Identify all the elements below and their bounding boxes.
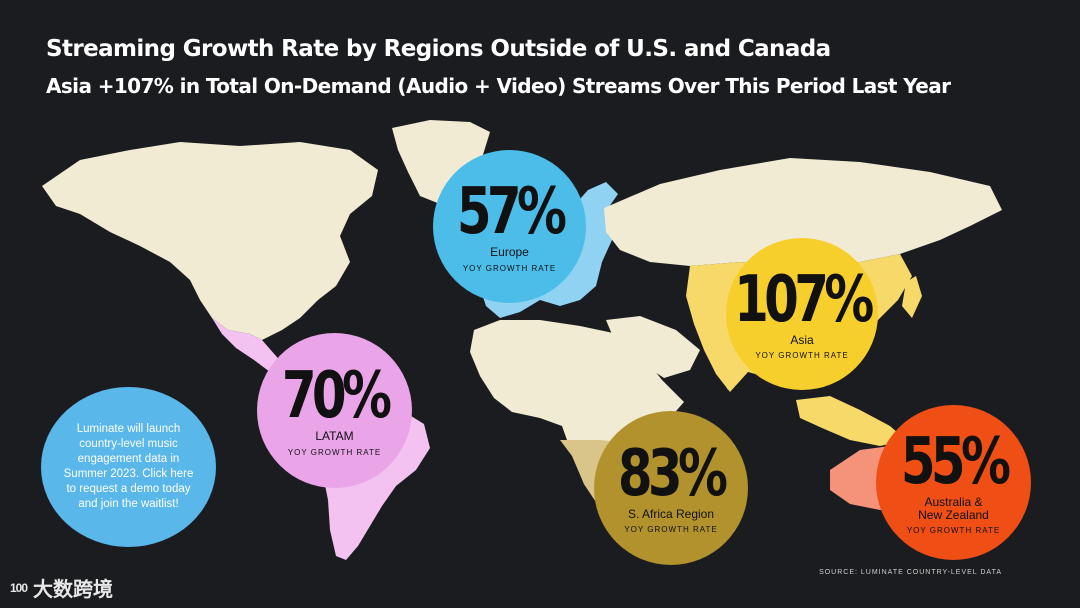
south-africa-rate-label: YOY GROWTH RATE — [624, 525, 718, 535]
latam-rate-label: YOY GROWTH RATE — [287, 447, 382, 457]
south-africa-bubble: 83% S. Africa Region YOY GROWTH RATE — [594, 411, 748, 565]
north-america-landmass — [42, 142, 378, 340]
australia-nz-bubble: 55% Australia & New Zealand YOY GROWTH R… — [876, 405, 1031, 560]
waitlist-info-text: Luminate will launch country-level music… — [63, 423, 194, 510]
watermark-text: 大数跨境 — [33, 579, 114, 601]
middle-east-landmass — [606, 316, 700, 378]
south-africa-label: S. Africa Region — [627, 506, 715, 521]
latam-bubble: 70% LATAM YOY GROWTH RATE — [257, 333, 412, 488]
watermark: 100 大数跨境 — [10, 573, 113, 602]
australia-nz-label-line1: Australia & — [924, 494, 983, 509]
australia-nz-label-line2: New Zealand — [918, 508, 989, 522]
page-title: Streaming Growth Rate by Regions Outside… — [46, 36, 831, 62]
europe-label: Europe — [490, 245, 529, 260]
europe-percent: 57% — [456, 175, 567, 250]
asia-bubble: 107% Asia YOY GROWTH RATE — [726, 238, 878, 390]
waitlist-info-bubble[interactable]: Luminate will launch country-level music… — [41, 387, 216, 547]
latam-label: LATAM — [315, 429, 354, 444]
japan-landmass — [902, 276, 922, 318]
india-landmass — [706, 340, 740, 390]
asia-percent: 107% — [734, 262, 874, 337]
northern-asia-landmass — [604, 158, 1002, 266]
south-africa-percent: 83% — [618, 436, 728, 511]
source-note: SOURCE: LUMINATE COUNTRY-LEVEL DATA — [819, 569, 1002, 576]
watermark-logo-icon: 100 — [10, 580, 28, 595]
australia-nz-rate-label: YOY GROWTH RATE — [906, 526, 1001, 536]
asia-label: Asia — [790, 332, 814, 347]
europe-bubble: 57% Europe YOY GROWTH RATE — [433, 150, 586, 303]
australia-nz-percent: 55% — [900, 424, 1011, 499]
latam-percent: 70% — [281, 359, 392, 434]
europe-rate-label: YOY GROWTH RATE — [462, 263, 557, 273]
page-subtitle: Asia +107% in Total On-Demand (Audio + V… — [46, 74, 951, 98]
asia-rate-label: YOY GROWTH RATE — [755, 351, 849, 361]
southeast-asia-islands — [796, 396, 906, 446]
greenland-landmass — [392, 120, 490, 204]
